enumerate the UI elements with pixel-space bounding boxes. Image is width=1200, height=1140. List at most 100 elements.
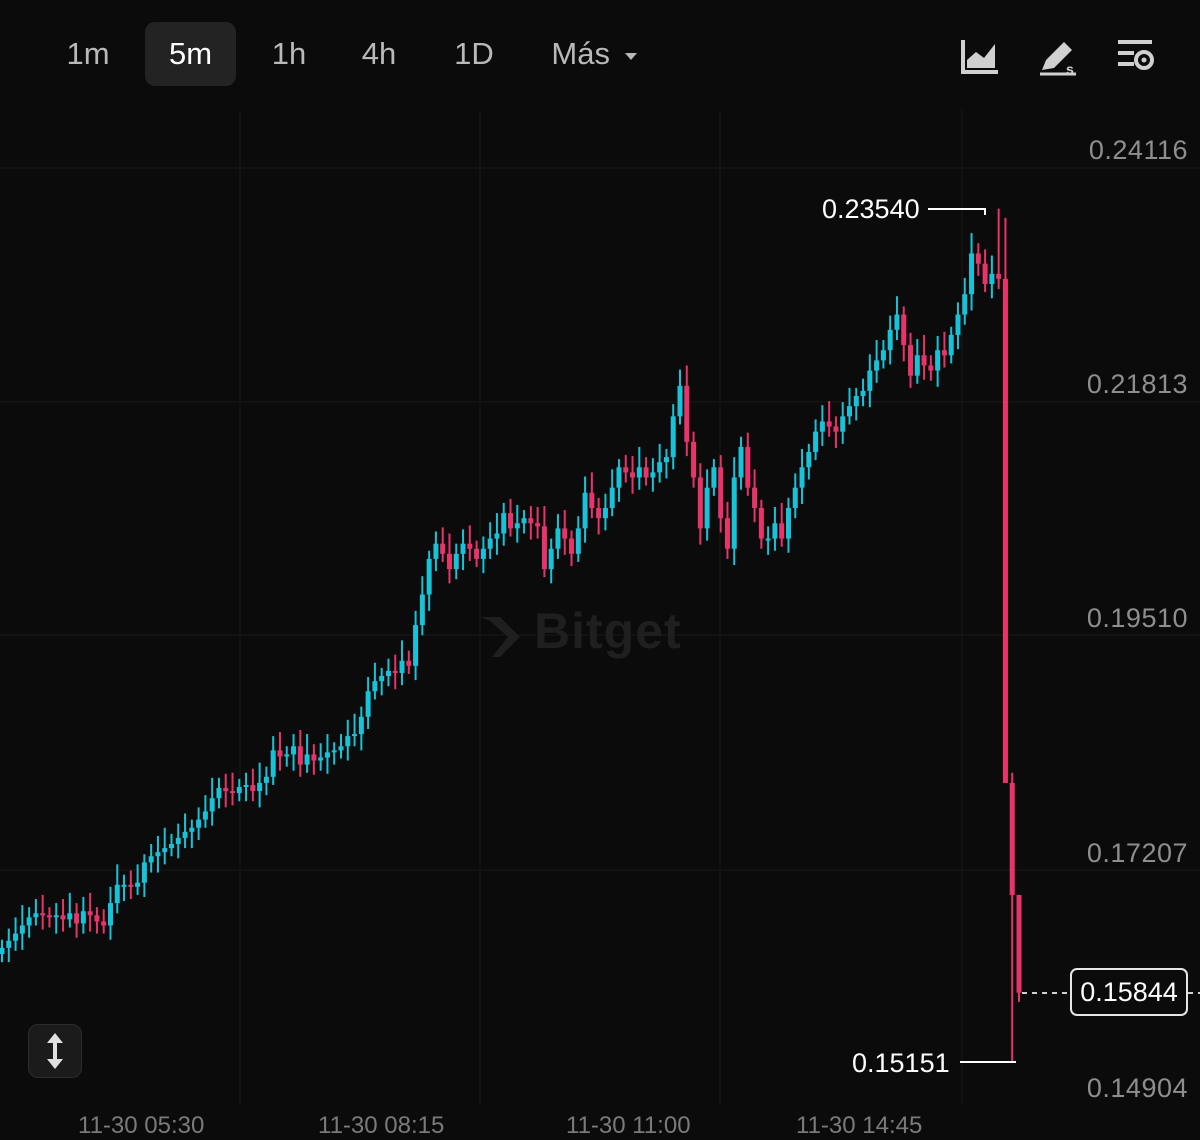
timeframe-1h[interactable]: 1h (271, 36, 307, 71)
candle-body (596, 508, 602, 519)
indicator-settings-icon[interactable] (1114, 34, 1158, 78)
candlestick-chart[interactable] (0, 110, 1200, 1126)
candle-body (792, 487, 798, 509)
candle-body (718, 467, 724, 519)
candle-body (67, 913, 73, 920)
candle-body (243, 784, 249, 788)
candle-body (921, 355, 927, 366)
high-price-marker: 0.23540 (822, 194, 920, 224)
time-axis-label: 11-30 08:15 (318, 1112, 445, 1139)
timeframe-1d[interactable]: 1D (454, 36, 494, 71)
timeframe-toolbar: 1m 5m 1h 4h 1D Más s (0, 0, 1200, 110)
candle-body (297, 746, 303, 765)
candle-body (514, 523, 520, 529)
candle-body (365, 691, 371, 717)
timeframe-5m[interactable]: 5m (145, 22, 236, 86)
candle-body (609, 487, 615, 509)
candle-body (663, 457, 669, 463)
expand-chart-button[interactable] (28, 1024, 82, 1078)
candle-body (562, 528, 568, 539)
candle-body (772, 523, 778, 539)
bitget-logo-icon (480, 616, 520, 657)
chart-type-icon[interactable] (958, 34, 1002, 78)
candle-body (446, 553, 452, 570)
more-timeframes-dropdown[interactable]: Más (540, 22, 650, 86)
candle-body (196, 819, 202, 828)
candle-body (894, 314, 900, 330)
candle-body (847, 406, 852, 417)
candle-body (141, 862, 147, 883)
candle-body (101, 921, 107, 926)
candle-body (74, 913, 80, 924)
candle-body (230, 791, 236, 794)
candle-body (494, 533, 500, 539)
candle-body (202, 811, 208, 820)
candle-body (162, 848, 168, 853)
candle-body (935, 350, 941, 371)
candles-group (0, 208, 1022, 1063)
candle-body (955, 314, 961, 335)
timeframe-4h[interactable]: 4h (361, 36, 397, 71)
candle-body (636, 467, 642, 478)
candle-body (94, 915, 100, 922)
candle-body (969, 253, 975, 295)
candle-body (521, 518, 527, 524)
candle-body (541, 526, 547, 570)
candle-body (548, 548, 554, 570)
candle-body (6, 940, 12, 948)
candle-body (80, 911, 86, 924)
candle-body (833, 426, 839, 432)
candle-body (135, 882, 141, 887)
candle-body (169, 844, 174, 849)
candle-body (928, 365, 934, 371)
candle-body (908, 345, 914, 376)
candle-body (697, 477, 703, 529)
time-axis-label: 11-30 14:45 (796, 1112, 923, 1139)
candle-body (867, 370, 873, 391)
candle-body (277, 750, 283, 757)
candle-body (1009, 782, 1015, 895)
candle-body (1016, 894, 1022, 993)
watermark-text: Bitget (534, 603, 682, 659)
candle-body (338, 746, 344, 751)
price-axis-label: 0.19510 (1086, 603, 1188, 633)
bitget-watermark: Bitget (472, 602, 682, 663)
drawing-tools-icon[interactable]: s (1036, 34, 1080, 78)
candle-body (311, 754, 317, 761)
candle-body (467, 543, 473, 549)
candle-body (440, 543, 446, 554)
candle-body (555, 528, 561, 549)
candle-body (752, 487, 758, 509)
candle-body (630, 472, 636, 478)
candle-body (270, 750, 276, 777)
candle-body (643, 467, 649, 478)
candle-body (677, 385, 683, 417)
candle-body (284, 754, 290, 757)
timeframe-1m[interactable]: 1m (66, 36, 110, 71)
candle-body (650, 472, 656, 478)
candle-body (406, 660, 412, 666)
candle-body (87, 911, 93, 916)
candle-body (419, 594, 425, 626)
candle-body (148, 856, 154, 863)
candle-body (989, 273, 995, 284)
candle-body (352, 734, 358, 737)
candle-body (813, 431, 819, 453)
candle-body (26, 917, 32, 926)
candle-body (582, 492, 588, 529)
candle-body (779, 523, 785, 539)
candle-body (711, 467, 717, 488)
candle-body (453, 553, 459, 570)
candle-body (128, 884, 134, 887)
candle-body (799, 467, 805, 488)
candle-body (324, 752, 330, 758)
candle-body (657, 462, 663, 473)
candle-body (182, 831, 188, 838)
candle-body (53, 915, 59, 918)
candle-body (0, 947, 5, 954)
candle-body (358, 716, 364, 735)
chart-canvas (0, 110, 1200, 1105)
candle-body (589, 492, 595, 509)
chart-grid (0, 110, 1200, 1105)
candle-body (107, 903, 113, 926)
